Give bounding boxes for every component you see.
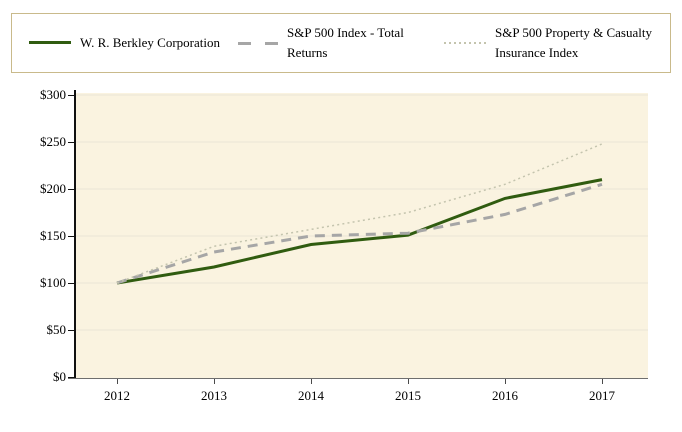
legend: W. R. Berkley Corporation S&P 500 Index … xyxy=(11,13,671,73)
x-tick-mark xyxy=(311,379,312,384)
legend-label-pc-line2: Insurance Index xyxy=(495,45,579,60)
x-tick-label: 2017 xyxy=(589,388,615,403)
legend-item-sp500: S&P 500 Index - Total Returns xyxy=(238,23,444,63)
x-tick-label: 2016 xyxy=(492,388,518,403)
x-tick-label: 2013 xyxy=(201,388,227,403)
x-axis-line xyxy=(68,378,648,379)
legend-item-pc-index: S&P 500 Property & Casualty Insurance In… xyxy=(444,23,652,63)
series-line-2 xyxy=(116,143,603,284)
y-tick-label: $200 xyxy=(40,181,66,196)
y-tick-label: $300 xyxy=(40,87,66,102)
y-tick-label: $0 xyxy=(53,369,66,384)
y-tick-label: $100 xyxy=(40,275,66,290)
legend-label-sp500: S&P 500 Index - Total Returns xyxy=(287,24,404,60)
legend-item-wrb: W. R. Berkley Corporation xyxy=(29,33,238,53)
legend-label-wrb: W. R. Berkley Corporation xyxy=(80,34,220,50)
plot-area xyxy=(76,93,648,378)
y-tick-mark xyxy=(68,142,75,143)
x-tick-mark xyxy=(117,379,118,384)
y-tick-label: $50 xyxy=(46,322,67,337)
x-tick-label: 2012 xyxy=(104,388,130,403)
legend-label-pc-line1: S&P 500 Property & Casualty xyxy=(495,24,652,40)
legend-label-pc-index: S&P 500 Property & Casualty Insurance In… xyxy=(495,23,652,63)
y-tick-label: $250 xyxy=(40,134,66,149)
y-tick-mark xyxy=(68,236,75,237)
dotted-line-swatch-icon xyxy=(444,42,486,44)
y-tick-mark xyxy=(68,377,75,378)
y-tick-mark xyxy=(68,283,75,284)
y-tick-mark xyxy=(68,95,75,96)
x-tick-label: 2014 xyxy=(298,388,324,403)
x-tick-label: 2015 xyxy=(395,388,421,403)
series-line-1 xyxy=(116,182,603,285)
y-tick-label: $150 xyxy=(40,228,66,243)
solid-green-line-swatch-icon xyxy=(29,41,71,45)
series-line-0 xyxy=(116,178,603,285)
y-tick-mark xyxy=(68,189,75,190)
dashed-gray-line-swatch-icon xyxy=(238,41,278,45)
y-tick-mark xyxy=(68,330,75,331)
x-tick-mark xyxy=(505,379,506,384)
x-tick-mark xyxy=(602,379,603,384)
x-tick-mark xyxy=(408,379,409,384)
y-axis-line xyxy=(74,90,76,379)
performance-line-chart xyxy=(76,94,648,331)
x-tick-mark xyxy=(214,379,215,384)
